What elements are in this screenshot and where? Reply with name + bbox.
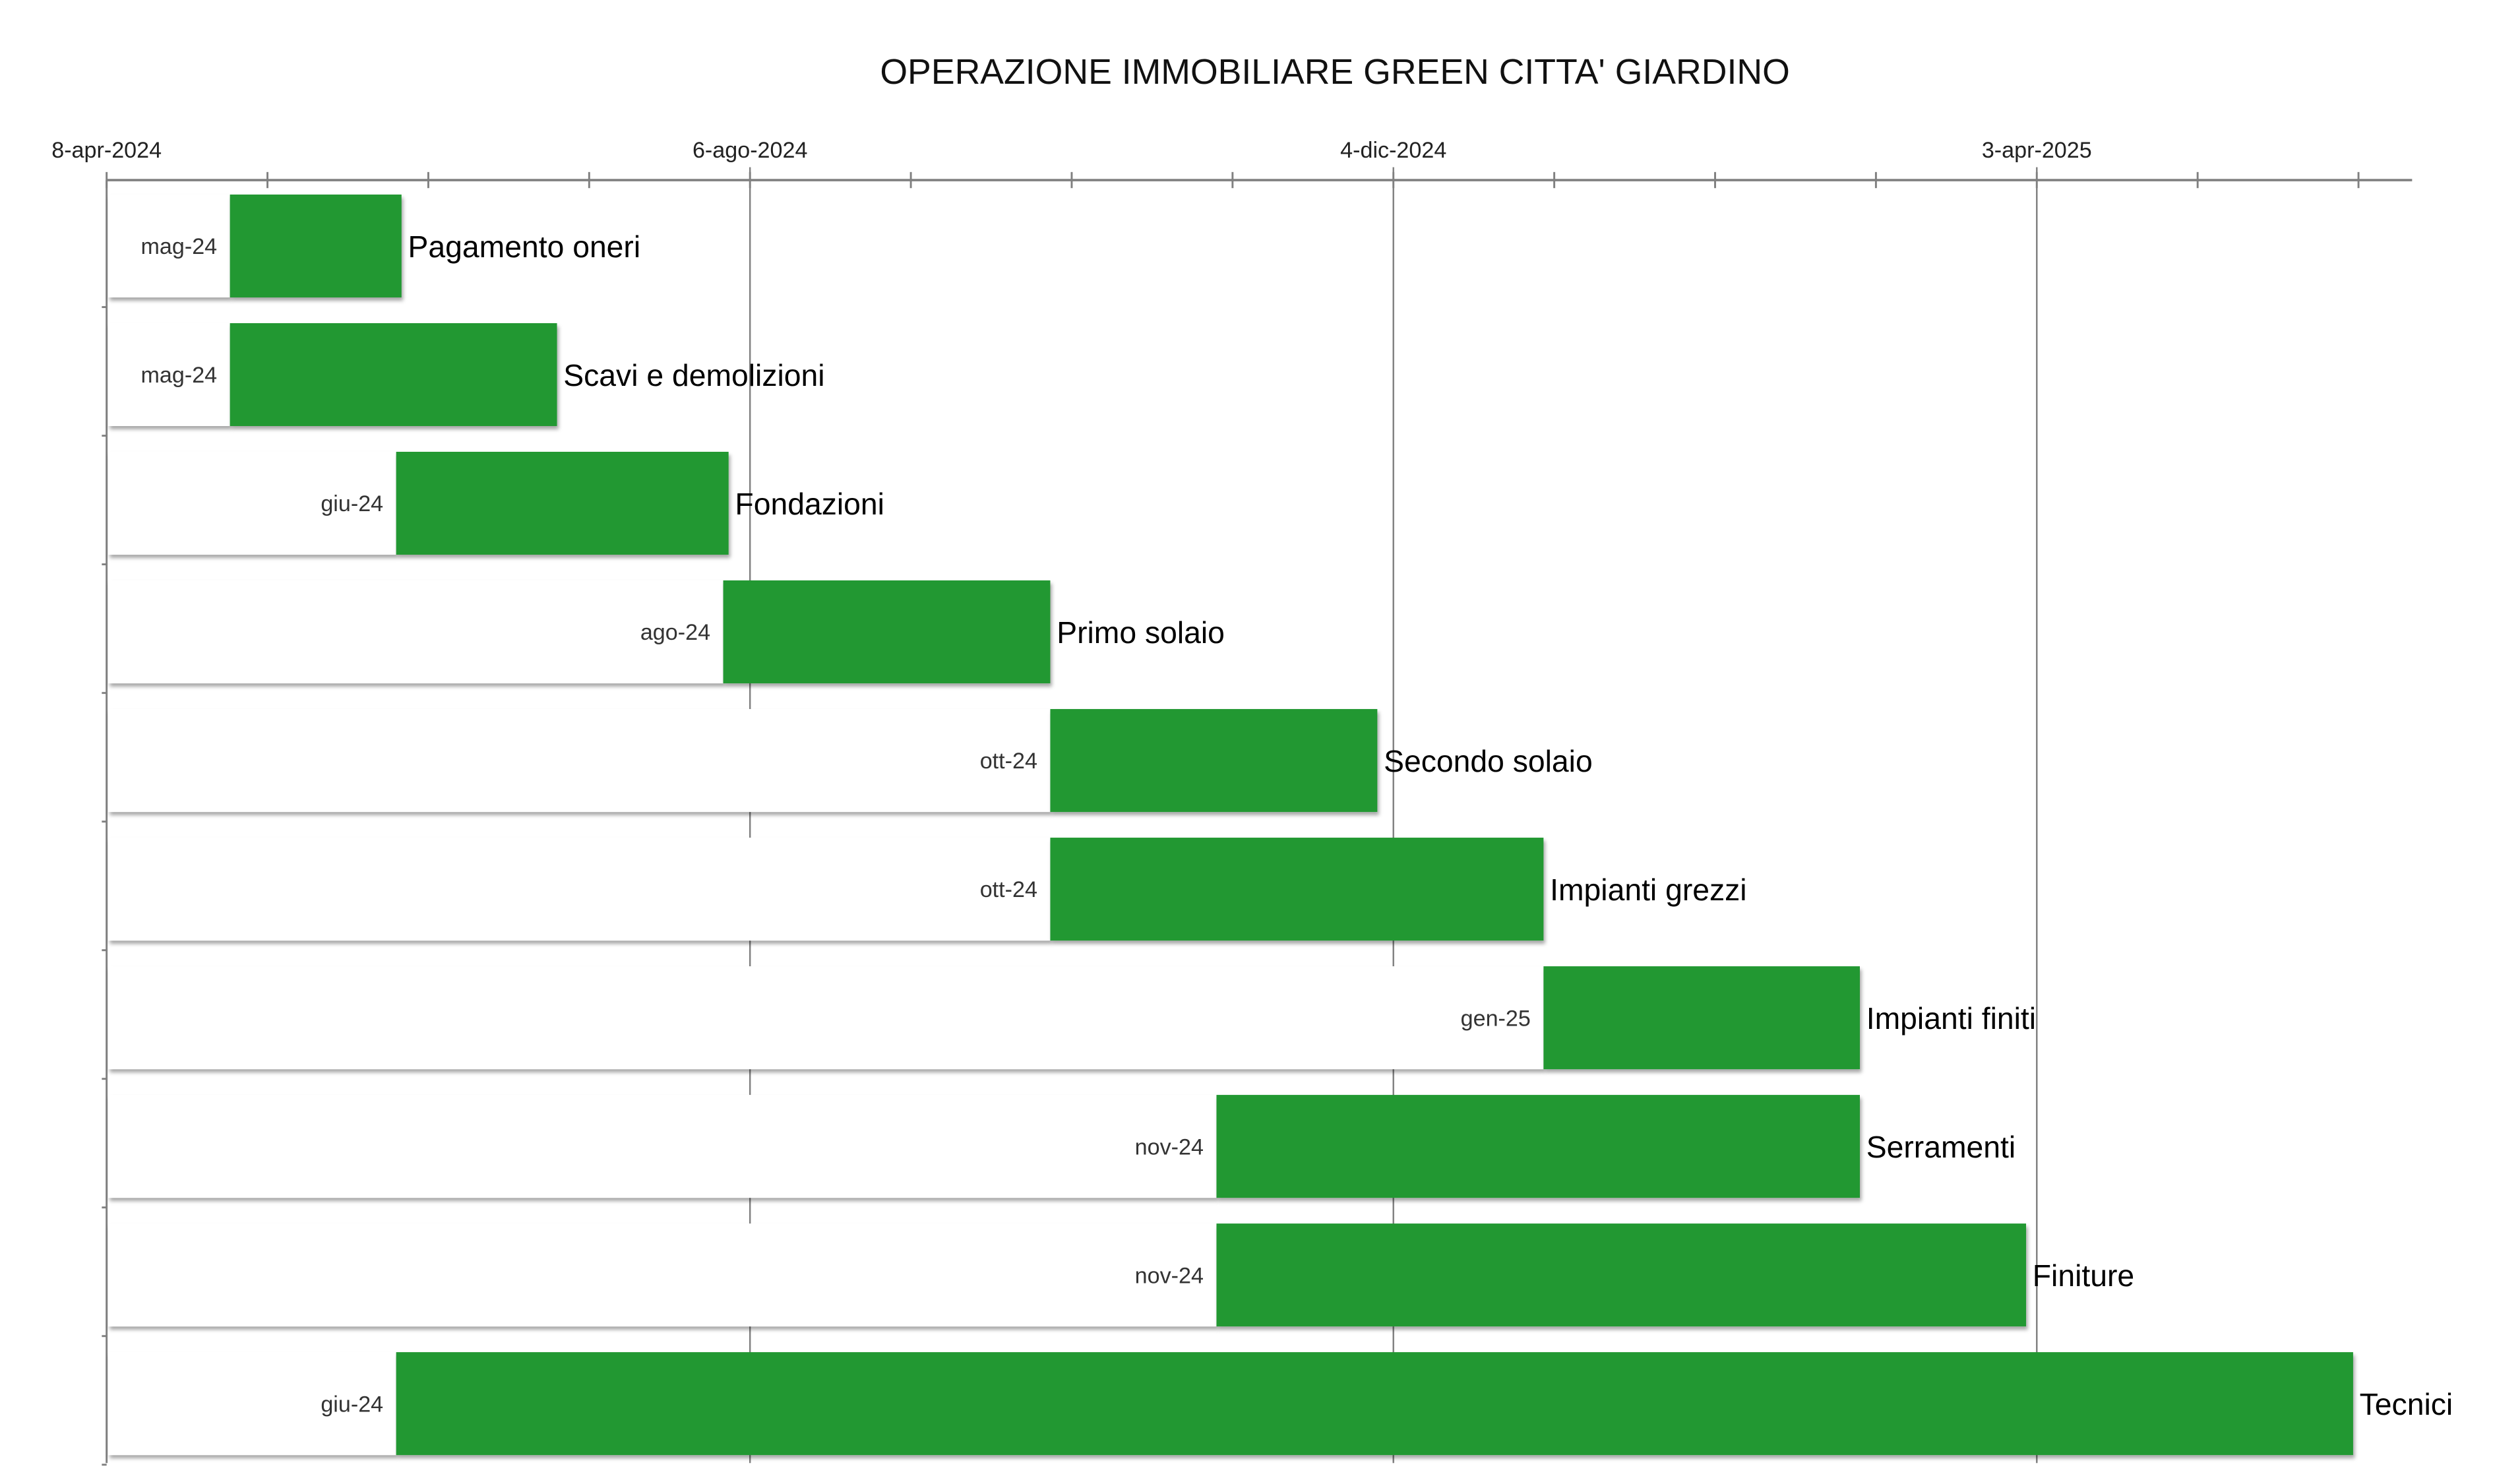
offset-bar — [108, 323, 230, 426]
start-label: nov-24 — [1135, 1134, 1204, 1159]
offset-bar — [108, 1223, 1217, 1327]
task-label: Secondo solaio — [1384, 744, 1593, 778]
start-label: ott-24 — [980, 877, 1037, 902]
offset-bar — [108, 194, 230, 297]
bars: mag-24 Pagamento oneri mag-24 Scavi e demol… — [108, 194, 2453, 1456]
task-label: Fondazioni — [735, 487, 884, 521]
task-bar — [396, 451, 729, 555]
task-label: Scavi e demolizioni — [563, 358, 824, 392]
task-bar — [1050, 838, 1544, 941]
start-label: nov-24 — [1135, 1263, 1204, 1288]
offset-bar — [108, 1352, 396, 1456]
task-bar — [396, 1352, 2353, 1456]
task-label: Finiture — [2033, 1258, 2134, 1293]
task-label: Impianti finiti — [1866, 1001, 2036, 1036]
task-label: Serramenti — [1866, 1130, 2016, 1164]
offset-bar — [108, 580, 723, 684]
chart-title: OPERAZIONE IMMOBILIARE GREEN CITTA' GIAR… — [880, 52, 1789, 92]
offset-bar — [108, 838, 1051, 941]
task-bar — [230, 323, 557, 426]
start-label: ott-24 — [980, 749, 1037, 774]
offset-bar — [108, 1095, 1217, 1198]
start-label: mag-24 — [140, 234, 217, 259]
x-tick-label: 6-ago-2024 — [692, 138, 807, 163]
offset-bar — [108, 709, 1051, 813]
start-label: gen-25 — [1461, 1006, 1531, 1031]
start-label: ago-24 — [640, 620, 710, 645]
start-label: giu-24 — [321, 1392, 383, 1417]
start-label: giu-24 — [321, 491, 383, 516]
task-bar — [723, 580, 1051, 684]
offset-bar — [108, 451, 396, 555]
task-label: Impianti grezzi — [1550, 873, 1746, 907]
x-tick-label: 4-dic-2024 — [1340, 138, 1446, 163]
task-label: Pagamento oneri — [408, 230, 641, 264]
x-tick-label: 3-apr-2025 — [1982, 138, 2092, 163]
x-tick-label: 8-apr-2024 — [51, 138, 162, 163]
task-bar — [230, 194, 402, 297]
task-bar — [1216, 1223, 2027, 1327]
task-bar — [1543, 966, 1861, 1070]
task-bar — [1216, 1095, 1861, 1198]
start-label: mag-24 — [140, 363, 217, 388]
offset-bar — [108, 966, 1544, 1070]
x-axis: 8-apr-2024 6-ago-2024 4-dic-2024 3-apr-2025 — [51, 138, 2413, 1466]
task-label: Tecnici — [2360, 1387, 2453, 1421]
task-bar — [1050, 709, 1378, 813]
task-label: Primo solaio — [1057, 615, 1225, 650]
